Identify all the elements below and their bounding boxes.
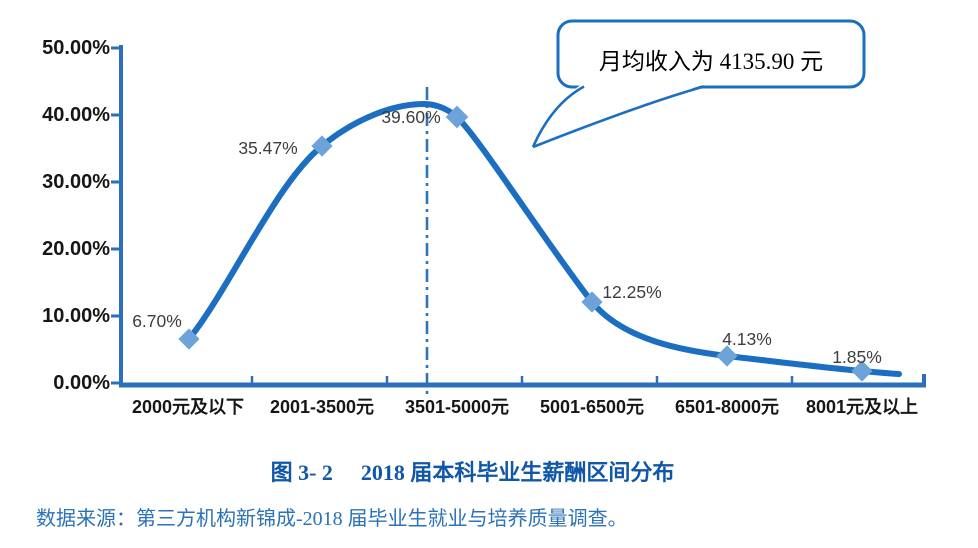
data-label: 4.13% <box>722 329 772 349</box>
x-category-label: 8001元及以上 <box>805 397 919 417</box>
x-axis-ticks <box>250 374 926 385</box>
y-tick-label-50: 50.00% <box>42 37 110 59</box>
data-label: 6.70% <box>132 311 182 331</box>
callout-bubble <box>531 19 866 149</box>
x-category-label: 2001-3500元 <box>269 397 375 417</box>
data-label: 12.25% <box>602 282 662 302</box>
x-category-label: 3501-5000元 <box>404 397 510 417</box>
y-tick-label-10: 10.00% <box>42 305 110 327</box>
y-tick-label-30: 30.00% <box>42 171 110 193</box>
y-axis-ticks <box>111 46 121 385</box>
callout-annotation-text: 月均收入为 4135.90 元 <box>598 49 824 74</box>
y-tick-label-40: 40.00% <box>42 104 110 126</box>
figure-caption: 图 3- 2 2018 届本科毕业生薪酬区间分布 <box>0 455 945 487</box>
data-source-note: 数据来源：第三方机构新锦成-2018 届毕业生就业与培养质量调查。 <box>36 508 628 530</box>
data-label: 39.60% <box>381 107 441 127</box>
figure-number: 图 3- 2 <box>270 460 333 485</box>
x-category-label: 6501-8000元 <box>674 397 780 417</box>
x-category-label: 2000元及以下 <box>131 397 245 417</box>
data-label: 1.85% <box>832 347 882 367</box>
data-label: 35.47% <box>238 138 298 158</box>
figure-title: 2018 届本科毕业生薪酬区间分布 <box>360 460 675 485</box>
y-tick-label-0: 0.00% <box>53 372 110 394</box>
y-tick-label-20: 20.00% <box>42 238 110 260</box>
series-curve <box>186 100 902 377</box>
x-category-label: 5001-6500元 <box>539 397 645 417</box>
